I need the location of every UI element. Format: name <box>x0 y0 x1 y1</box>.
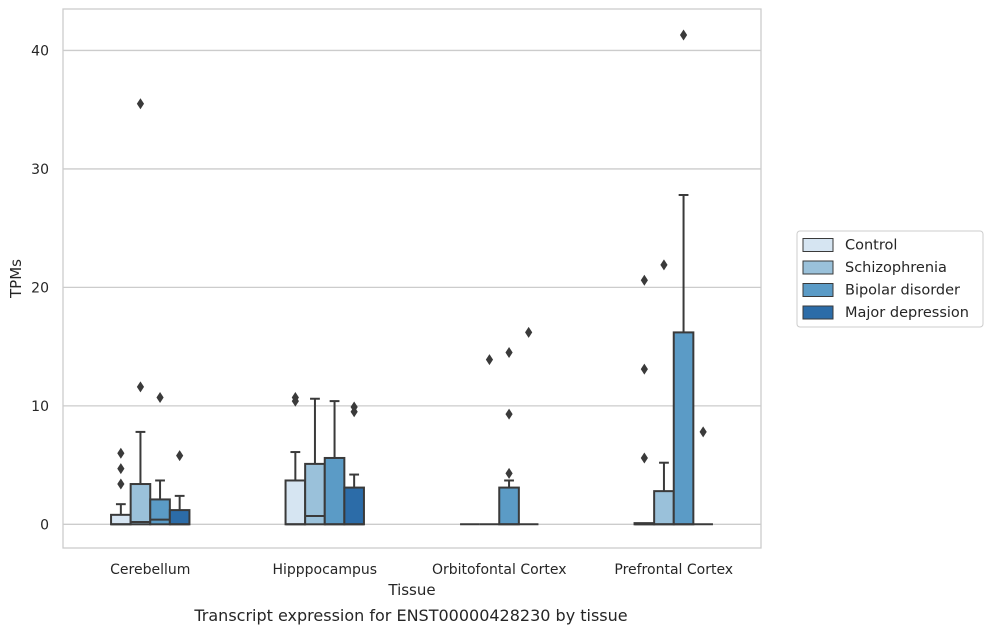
x-tick-label: Orbitofontal Cortex <box>432 562 567 578</box>
box-outlier <box>640 274 648 286</box>
box-group <box>129 98 152 526</box>
box-outlier <box>505 347 513 359</box>
box-outlier <box>117 478 125 490</box>
x-tick-label: Prefrontal Cortex <box>614 562 733 578</box>
box-layer <box>110 29 713 526</box>
box-outlier <box>350 401 358 413</box>
box-group <box>693 426 713 526</box>
box-outlier <box>485 354 494 366</box>
x-tick-label: Hipppocampus <box>272 562 377 578</box>
y-tick-label: 30 <box>31 162 49 178</box>
box-outlier <box>136 381 145 393</box>
legend-swatch <box>802 238 834 252</box>
legend-entry-label: Schizophrenia <box>845 260 947 276</box>
legend-entry-label: Control <box>845 238 897 254</box>
y-axis-label: TPMs <box>7 259 25 299</box>
box-iqr <box>672 331 695 526</box>
box-outlier <box>291 392 299 404</box>
legend-frame <box>796 230 984 328</box>
box-outlier <box>156 392 164 404</box>
x-tick-label: Cerebellum <box>110 562 190 578</box>
chart-caption: Transcript expression for ENST0000042823… <box>193 606 627 625</box>
box-outlier <box>699 426 707 438</box>
box-iqr <box>653 490 675 526</box>
plot-frame <box>62 8 762 549</box>
box-iqr <box>168 509 191 526</box>
y-tick-label: 10 <box>31 399 49 415</box>
box-group <box>110 447 132 526</box>
box-outlier <box>640 452 648 464</box>
box-iqr <box>323 456 346 526</box>
box-iqr <box>129 483 152 526</box>
box-outlier <box>525 326 533 338</box>
legend-entry-label: Bipolar disorder <box>845 283 960 299</box>
legend-swatch <box>802 260 834 275</box>
box-outlier <box>136 98 145 110</box>
box-iqr <box>110 513 132 526</box>
box-group <box>653 259 675 526</box>
y-tick-label: 20 <box>31 280 49 296</box>
box-iqr <box>343 486 365 526</box>
tick-layer: 0 10 20 30 40 Cerebellum Hipppocampus Orbitofon… <box>31 43 733 578</box>
box-outlier <box>640 363 648 375</box>
box-outlier <box>505 408 513 420</box>
box-group <box>672 29 695 526</box>
box-outlier <box>660 259 668 271</box>
box-group <box>479 354 500 526</box>
box-outlier <box>117 463 125 475</box>
legend: Control Schizophrenia Bipolar disorder Majo… <box>796 230 984 328</box>
legend-swatch <box>802 283 834 297</box>
box-group <box>343 401 365 526</box>
box-group <box>498 347 520 526</box>
box-iqr <box>149 498 171 526</box>
box-iqr <box>498 486 520 526</box>
x-axis-label: Tissue <box>387 581 435 599</box>
legend-swatch <box>802 305 834 320</box>
box-outlier <box>176 450 184 462</box>
box-outlier <box>679 29 688 41</box>
y-tick-label: 40 <box>31 43 49 59</box>
box-outlier <box>117 447 125 459</box>
box-group <box>323 400 346 526</box>
box-group <box>518 326 539 526</box>
legend-entry-label: Major depression <box>845 305 969 321</box>
box-outlier <box>505 467 513 479</box>
box-iqr <box>284 479 307 526</box>
y-tick-label: 0 <box>40 517 49 533</box>
box-group <box>168 450 191 526</box>
